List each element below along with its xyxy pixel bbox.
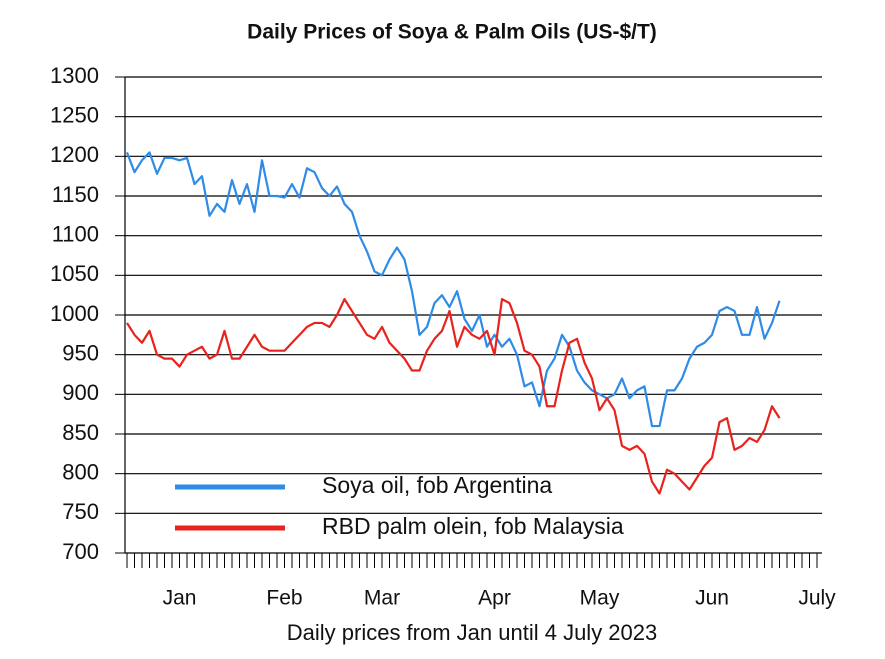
- x-tick-label: Mar: [364, 587, 400, 610]
- x-axis-label: Daily prices from Jan until 4 July 2023: [287, 620, 658, 645]
- y-tick-label: 1200: [50, 142, 99, 167]
- y-tick-label: 1300: [50, 63, 99, 88]
- series-line: [125, 151, 781, 428]
- series-line: [126, 298, 781, 495]
- x-tick-label: Feb: [266, 587, 302, 610]
- y-tick-label: 750: [62, 499, 99, 524]
- x-tick-label: Jan: [163, 587, 197, 610]
- y-tick-label: 1250: [50, 102, 99, 127]
- y-tick-label: 950: [62, 340, 99, 365]
- x-tick-label: Jun: [695, 587, 729, 610]
- x-tick-label: July: [798, 587, 836, 610]
- y-tick-label: 1050: [50, 261, 99, 286]
- y-tick-label: 900: [62, 380, 99, 405]
- legend-label: Soya oil, fob Argentina: [322, 472, 552, 498]
- y-tick-label: 1150: [52, 182, 99, 207]
- y-tick-label: 1000: [50, 301, 99, 326]
- y-tick-label: 1100: [52, 221, 99, 246]
- x-tick-label: May: [580, 587, 620, 610]
- x-tick-label: Apr: [478, 587, 511, 610]
- y-tick-label: 850: [62, 420, 99, 445]
- y-tick-label: 800: [62, 459, 99, 484]
- chart-title: Daily Prices of Soya & Palm Oils (US-$/T…: [247, 21, 657, 44]
- y-tick-label: 700: [62, 539, 99, 564]
- legend-label: RBD palm olein, fob Malaysia: [322, 513, 624, 539]
